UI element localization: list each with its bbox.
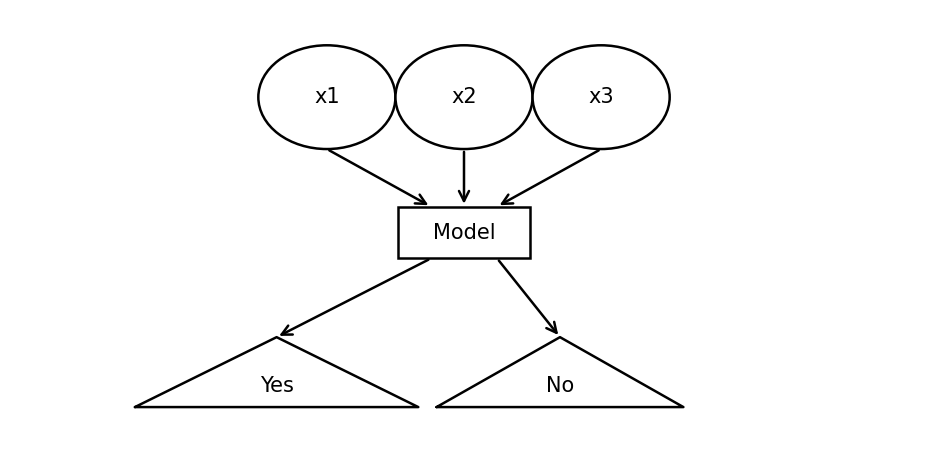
Text: x1: x1 — [313, 87, 339, 107]
Ellipse shape — [532, 45, 669, 149]
Ellipse shape — [395, 45, 532, 149]
Text: No: No — [545, 376, 574, 396]
Polygon shape — [134, 337, 418, 407]
Text: Yes: Yes — [260, 376, 293, 396]
Text: x2: x2 — [451, 87, 476, 107]
Text: x3: x3 — [588, 87, 614, 107]
Text: Model: Model — [432, 222, 495, 243]
Ellipse shape — [258, 45, 395, 149]
FancyBboxPatch shape — [398, 206, 529, 259]
Polygon shape — [436, 337, 682, 407]
